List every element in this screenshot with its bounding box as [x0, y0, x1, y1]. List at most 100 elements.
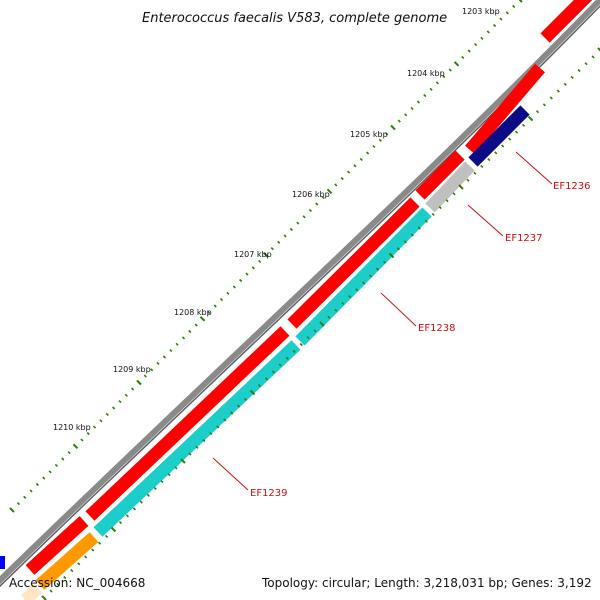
inner-scale-tick: [98, 541, 102, 545]
outer-scale-tick: [194, 323, 198, 327]
outer-scale-tick: [258, 259, 262, 263]
outer-scale-tick: [347, 170, 351, 174]
inner-scale-tick: [527, 115, 534, 122]
outer-scale-tick: [372, 145, 376, 149]
inner-scale-tick: [278, 363, 282, 367]
inner-scale-tick: [591, 55, 595, 59]
inner-scale-tick: [299, 342, 303, 347]
outer-scale-tick: [54, 463, 58, 467]
outer-scale-tick: [99, 419, 103, 423]
outer-scale-tick: [321, 196, 325, 200]
outer-scale-tick: [263, 252, 269, 258]
outer-scale-tick: [442, 74, 446, 79]
label-ef1238[interactable]: EF1238: [418, 323, 456, 334]
inner-scale-tick: [195, 445, 199, 449]
reverse-strand-track: [20, 105, 530, 600]
inner-scale-tick: [160, 480, 164, 484]
inner-scale-tick: [91, 548, 95, 552]
outer-scale-tick: [72, 443, 79, 450]
label-ef1237[interactable]: EF1237: [505, 233, 543, 244]
outer-scale-tick: [474, 43, 478, 47]
leader-ef1236: [515, 151, 553, 185]
forward-cds-5[interactable]: [85, 326, 290, 521]
outer-scale-tick: [199, 316, 206, 322]
inner-scale-tick: [110, 526, 117, 533]
inner-scale-tick: [549, 96, 553, 100]
forward-cds-2[interactable]: [465, 63, 545, 155]
outer-scale-tick: [467, 49, 471, 53]
outer-scale-tick: [334, 183, 338, 187]
inner-scale-tick: [257, 384, 262, 388]
outer-scale-tick: [86, 431, 90, 436]
outer-scale-tick: [118, 400, 122, 404]
outer-scale-tick: [35, 482, 39, 487]
inner-scale-tick: [480, 164, 484, 168]
gene-ef1239-bar[interactable]: [93, 340, 301, 537]
outer-scale-tick: [61, 457, 65, 461]
inner-scale-tick: [556, 89, 560, 93]
forward-cds-1[interactable]: [540, 0, 600, 43]
inner-scale-tick: [369, 274, 373, 278]
inner-scale-tick: [376, 267, 380, 271]
gene-labels: EF1236 EF1237 EF1238 EF1239: [212, 151, 591, 499]
outer-scale-tick: [283, 234, 287, 238]
outer-scale-tick: [499, 17, 503, 21]
scale-labels: 1203 kbp 1204 kbp 1205 kbp 1206 kbp 1207…: [53, 7, 500, 432]
inner-scale-tick: [383, 260, 387, 264]
inner-scale-tick: [146, 493, 150, 497]
forward-cds-6[interactable]: [25, 516, 89, 575]
outer-scale-tick: [448, 68, 452, 72]
outer-scale-tick: [505, 11, 509, 15]
outer-scale-tick: [207, 310, 211, 314]
inner-scale-tick: [188, 452, 192, 456]
outer-scale-tick: [131, 387, 135, 391]
outer-scale-tick: [188, 329, 192, 334]
outer-scale-tick: [480, 36, 484, 40]
inner-scale-tick: [230, 411, 234, 415]
gene-ef1236-bar[interactable]: [468, 105, 530, 167]
forward-cds-3[interactable]: [415, 150, 465, 200]
scale-label-1204: 1204 kbp: [407, 69, 445, 78]
scale-label-1208: 1208 kbp: [174, 308, 212, 317]
inner-scale-tick: [487, 158, 491, 162]
inner-scale-tick: [445, 199, 449, 203]
outer-scale-tick: [410, 106, 414, 110]
outer-scale-tick: [156, 361, 160, 365]
inner-scale-tick: [132, 507, 136, 511]
outer-scale-tick: [486, 30, 490, 34]
outer-scale-tick: [353, 164, 357, 168]
inner-scale-dots: [41, 47, 600, 600]
outer-scale-tick: [493, 23, 497, 28]
outer-scale-tick: [416, 100, 420, 104]
inner-scale-tick: [319, 321, 325, 327]
gene-ef1238-bar[interactable]: [295, 207, 432, 346]
inner-scale-tick: [153, 486, 157, 490]
gene-ef1237-bar[interactable]: [425, 161, 475, 213]
inner-scale-tick: [223, 418, 227, 422]
outer-scale-tick: [518, 0, 523, 3]
inner-scale-tick: [243, 397, 248, 401]
label-ef1236[interactable]: EF1236: [553, 181, 591, 192]
inner-scale-tick: [570, 75, 574, 79]
outer-scale-tick: [219, 298, 224, 302]
outer-scale-tick: [112, 406, 116, 410]
inner-scale-tick: [334, 308, 338, 312]
outer-scale-tick: [270, 247, 274, 251]
map-title: Enterococcus faecalis V583, complete gen…: [142, 11, 447, 26]
forward-cds-4[interactable]: [287, 197, 420, 329]
outer-scale-tick: [175, 342, 179, 346]
outer-scale-tick: [143, 374, 147, 378]
outer-scale-tick: [366, 151, 370, 155]
leader-ef1237: [467, 204, 504, 237]
genome-backbone: [0, 0, 600, 585]
inner-cds-orange[interactable]: [35, 532, 99, 590]
outer-scale-tick: [213, 304, 217, 308]
outer-scale-tick: [315, 202, 319, 206]
outer-scale-tick: [390, 124, 396, 131]
inner-scale-tick: [237, 404, 241, 408]
inner-scale-tick: [494, 151, 498, 155]
inner-scale-tick: [180, 458, 186, 464]
inner-scale-tick: [417, 226, 421, 230]
inner-scale-tick: [515, 130, 519, 134]
label-ef1239[interactable]: EF1239: [250, 488, 288, 499]
